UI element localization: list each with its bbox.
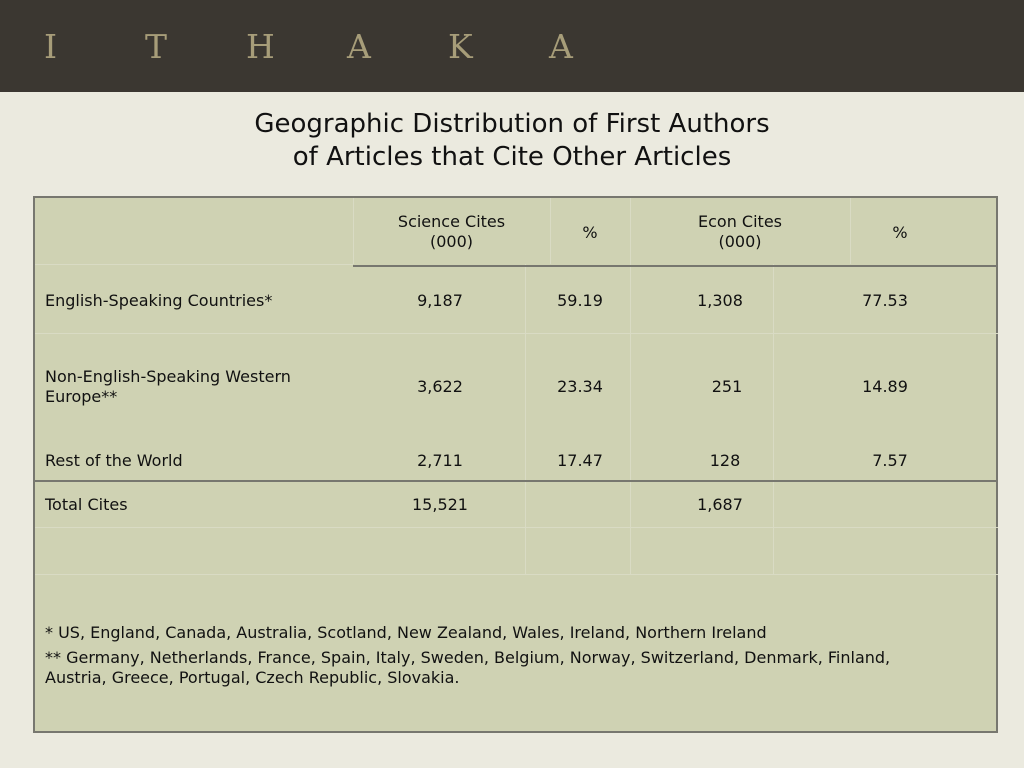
science-value: 2,711 [417, 451, 463, 470]
total-econ-value: 1,687 [697, 495, 743, 514]
slide-title: Geographic Distribution of First Authors… [0, 108, 1024, 174]
title-line-1: Geographic Distribution of First Authors [254, 109, 770, 139]
science-pct-value: 17.47 [557, 451, 603, 470]
cell-divider [630, 264, 631, 574]
header-rule [353, 265, 998, 267]
data-table: Science Cites (000) % Econ Cites (000) %… [33, 196, 998, 733]
header-science-cites: Science Cites (000) [397, 212, 506, 251]
cell-divider [35, 574, 998, 575]
footnote-english: * US, England, Canada, Australia, Scotla… [45, 623, 767, 642]
cell-divider [850, 198, 851, 264]
logo-letter: I [44, 27, 58, 66]
logo-letter: K [448, 27, 473, 66]
row-label: English-Speaking Countries* [45, 291, 273, 310]
row-label: Non-English-Speaking Western Europe** [45, 367, 291, 406]
header-bar: I T H A K A [0, 0, 1024, 92]
econ-pct-value: 14.89 [862, 377, 908, 396]
cell-divider [35, 527, 998, 528]
econ-value: 251 [711, 377, 743, 396]
logo-letter: T [145, 27, 168, 66]
logo-letter: A [347, 27, 371, 66]
header-science-pct: % [582, 223, 598, 242]
cell-divider [550, 198, 551, 264]
title-line-2: of Articles that Cite Other Articles [292, 142, 732, 172]
science-value: 3,622 [417, 377, 463, 396]
cell-divider [773, 264, 774, 574]
total-label: Total Cites [45, 495, 128, 514]
econ-value: 128 [709, 451, 741, 470]
science-pct-value: 59.19 [557, 291, 603, 310]
cell-divider [525, 264, 526, 574]
cell-divider [35, 333, 998, 334]
logo-letter: A [549, 27, 573, 66]
econ-pct-value: 7.57 [872, 451, 908, 470]
cell-divider [353, 198, 354, 264]
ithaka-logo: I T H A K A [44, 27, 650, 66]
cell-divider [35, 264, 353, 265]
total-science-value: 15,521 [412, 495, 468, 514]
row-label: Rest of the World [45, 451, 183, 470]
econ-value: 1,308 [697, 291, 743, 310]
total-rule [35, 480, 998, 482]
science-value: 9,187 [417, 291, 463, 310]
cell-divider [630, 198, 631, 264]
header-econ-cites: Econ Cites (000) [698, 212, 782, 251]
logo-letter: H [246, 27, 275, 66]
footnote-europe: ** Germany, Netherlands, France, Spain, … [45, 648, 891, 687]
science-pct-value: 23.34 [557, 377, 603, 396]
econ-pct-value: 77.53 [862, 291, 908, 310]
header-econ-pct: % [892, 223, 908, 242]
